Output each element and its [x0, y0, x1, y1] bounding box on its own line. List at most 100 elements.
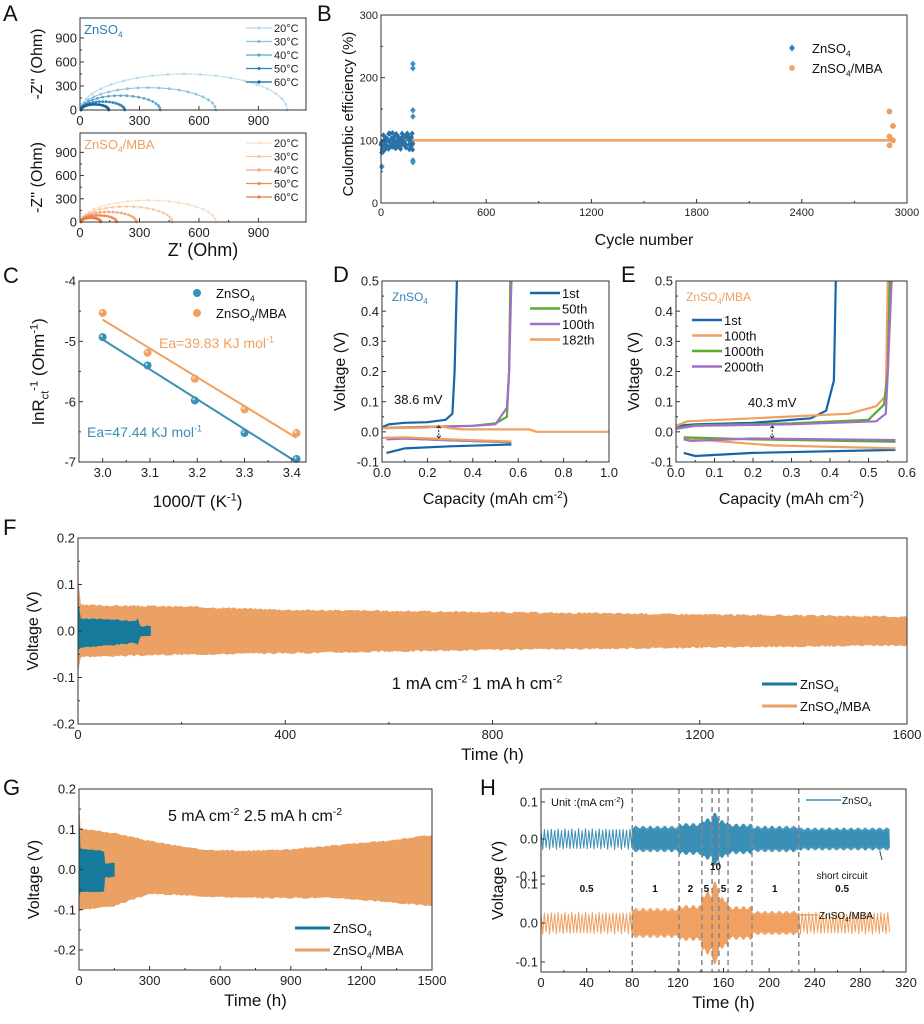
legend-label: 1st [724, 313, 742, 328]
x-tick-label: 300 [129, 225, 151, 240]
legend-label: ZnSO4​ [812, 41, 851, 58]
nyquist-point [229, 76, 233, 80]
activation-energy-label: Ea=39.83 KJ mol-1​ [159, 335, 274, 351]
nyquist-point [94, 214, 98, 217]
discharge-curve [386, 443, 512, 454]
voltage-trace-znso4 [540, 812, 890, 866]
ce-point-znso4 [410, 159, 416, 166]
y-tick-label: 0.1 [520, 795, 538, 810]
nyquist-point [274, 92, 278, 96]
fit-line [102, 338, 298, 463]
x-tick-label: 0 [75, 973, 82, 988]
y-tick-label: 300 [360, 10, 378, 22]
nyquist-point [100, 214, 104, 217]
legend-marker [257, 26, 261, 30]
data-point [143, 361, 152, 370]
y-tick-label: 600 [55, 55, 77, 70]
nyquist-point [194, 92, 198, 96]
y-tick-label: 0.4 [361, 304, 379, 319]
y-tick-label: -4 [64, 274, 76, 289]
x-tick-label: 900 [280, 973, 302, 988]
legend-label: 182th [562, 333, 595, 348]
x-tick-label: 3.3 [235, 465, 253, 480]
nyquist-point [213, 105, 217, 108]
x-tick-label: 300 [139, 973, 161, 988]
x-axis-label: Capacity (mAh cm-2​) [719, 490, 864, 508]
plot-frame [79, 17, 307, 111]
discharge-curve [683, 436, 896, 450]
y-tick-label: -0.1 [357, 455, 379, 470]
nyquist-point [136, 199, 140, 202]
x-tick-label: 1200 [579, 207, 603, 219]
x-axis-label: 1000/T (K-1​) [153, 492, 243, 511]
nyquist-point [157, 209, 161, 213]
nyquist-point [113, 94, 116, 98]
legend-marker [257, 39, 261, 44]
nyquist-point [98, 211, 102, 214]
nyquist-point [107, 90, 111, 94]
y-tick-label: 0.3 [655, 334, 673, 349]
x-tick-label: 160 [713, 975, 735, 990]
y-tick-label: 0.2 [58, 782, 76, 797]
panel-label: G [3, 775, 20, 800]
x-axis-label: Capacity (mAh cm-2​) [423, 490, 568, 508]
y-axis-label: Voltage (V) [626, 332, 643, 411]
nyquist-point [150, 74, 154, 78]
activation-energy-label: Ea=47.44 KJ mol-1​ [87, 424, 202, 440]
x-tick-label: 600 [188, 225, 210, 240]
x-tick-label: 0.2 [418, 465, 436, 480]
nyquist-point [177, 88, 181, 92]
arrow-head [436, 425, 442, 429]
x-tick-label: 0.2 [744, 465, 762, 480]
y-tick-label: 0.1 [655, 394, 673, 409]
panel-b: 0 600 1200 1800 2400 3000 0 100 200 300Coulombic … [340, 10, 919, 249]
nyquist-point [119, 211, 123, 215]
nyquist-point [165, 213, 169, 217]
nyquist-point [154, 102, 158, 105]
y-tick-label: 0.2 [57, 531, 75, 546]
x-tick-label: 0.4 [464, 465, 482, 480]
nyquist-point [97, 100, 101, 104]
plot-frame [675, 280, 908, 463]
discharge-curve [683, 437, 896, 442]
nyquist-point [92, 95, 96, 99]
x-tick-label: 0.6 [509, 465, 527, 480]
nyquist-point [108, 100, 111, 104]
x-tick-label: 280 [850, 975, 872, 990]
legend-marker [257, 154, 261, 159]
y-tick-label: 300 [55, 79, 77, 94]
legend-marker [257, 181, 261, 186]
nyquist-point [106, 94, 110, 98]
nyquist-point [114, 101, 118, 105]
legend-label: 50th [562, 302, 587, 317]
legend-label: 60°C [274, 192, 299, 204]
legend-label: 50°C [274, 179, 299, 191]
y-tick-label: 0.1 [361, 394, 379, 409]
panel-label: H [480, 775, 496, 800]
x-tick-label: 0.0 [373, 465, 391, 480]
rate-label: 1 [772, 884, 778, 895]
nyquist-point [84, 97, 88, 101]
ce-point-mba [886, 142, 893, 149]
nyquist-point [107, 210, 111, 214]
test-condition-label: 1 mA cm-2​ 1 mA h cm-2​ [392, 674, 563, 693]
data-point-highlight [192, 397, 195, 401]
nyquist-point [93, 103, 97, 106]
panel-label: A [3, 1, 18, 26]
x-tick-label: 0.3 [782, 465, 800, 480]
nyquist-point [170, 218, 174, 221]
y-axis-label: -Z'' (Ohm) [29, 29, 46, 100]
data-point [98, 333, 107, 342]
nyquist-point [201, 207, 205, 211]
data-point-highlight [294, 456, 297, 460]
nyquist-point [186, 203, 190, 206]
arrow-head [769, 425, 775, 429]
charge-curve [382, 281, 458, 429]
y-tick-label: -0.1 [53, 670, 75, 685]
nyquist-point [166, 73, 170, 76]
legend-marker [193, 289, 201, 297]
x-tick-label: 0 [76, 225, 83, 240]
y-tick-label: -0.2 [53, 717, 75, 732]
nyquist-point [207, 98, 210, 102]
